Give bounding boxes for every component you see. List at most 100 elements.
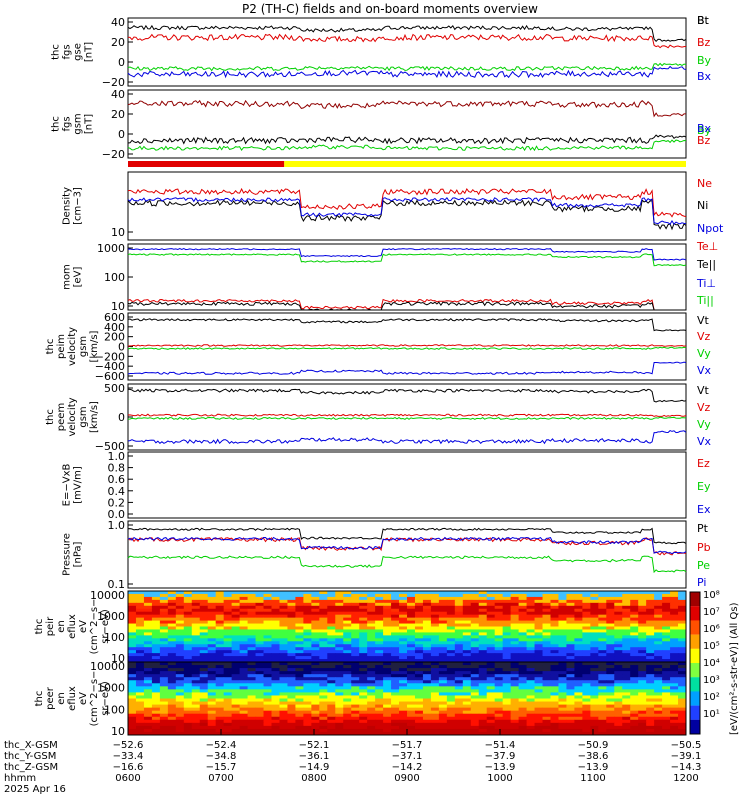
heat-cell	[446, 605, 456, 610]
heat-cell	[630, 632, 639, 636]
heat-cell	[407, 635, 416, 639]
heat-cell	[590, 593, 599, 598]
heat-cell	[526, 620, 536, 625]
heat-cell	[502, 635, 512, 639]
heat-cell	[191, 728, 201, 733]
heat-cell	[351, 683, 360, 687]
heat-cell	[199, 710, 209, 715]
heat-cell	[566, 722, 575, 727]
heat-cell	[614, 674, 623, 678]
heat-cell	[263, 716, 272, 721]
heat-cell	[407, 591, 416, 595]
heat-cell	[566, 596, 575, 601]
heat-cell	[359, 650, 368, 654]
heat-cell	[518, 641, 528, 645]
heat-cell	[598, 731, 607, 736]
heat-cell	[263, 591, 272, 595]
heat-cell	[327, 653, 336, 657]
heat-cell	[438, 626, 448, 630]
heat-cell	[159, 668, 169, 672]
heat-cell	[606, 731, 615, 736]
heat-cell	[351, 680, 360, 684]
heat-cell	[622, 602, 631, 607]
heat-cell	[534, 602, 544, 607]
heat-cell	[143, 617, 153, 622]
heat-cell	[510, 605, 520, 610]
heat-cell	[486, 701, 496, 706]
heat-cell	[662, 602, 671, 607]
heat-cell	[327, 647, 336, 651]
heat-cell	[351, 641, 360, 645]
heat-cell	[566, 680, 575, 684]
heat-cell	[327, 638, 336, 642]
heat-cell	[662, 716, 671, 721]
heat-cell	[175, 611, 185, 616]
heat-cell	[646, 680, 655, 684]
heat-cell	[438, 692, 448, 696]
heat-cell	[167, 710, 177, 715]
heat-cell	[470, 647, 480, 651]
heat-cell	[239, 722, 249, 727]
heat-cell	[343, 641, 352, 645]
heat-cell	[239, 647, 249, 651]
heat-cell	[542, 713, 551, 718]
heat-cell	[279, 680, 288, 684]
heat-cell	[558, 638, 567, 642]
heat-cell	[239, 698, 249, 703]
heat-cell	[383, 731, 392, 736]
heat-cell	[598, 680, 607, 684]
heat-cell	[446, 653, 456, 657]
heat-cell	[590, 695, 599, 699]
heat-cell	[207, 611, 217, 616]
legend-Vx: Vx	[697, 435, 712, 448]
heat-cell	[630, 710, 639, 715]
status-bar-red	[128, 161, 285, 167]
heat-cell	[494, 692, 504, 696]
heat-cell	[518, 662, 528, 666]
heat-cell	[271, 707, 280, 712]
heat-cell	[518, 593, 528, 598]
heat-cell	[414, 635, 424, 639]
heat-cell	[662, 686, 671, 690]
heat-cell	[215, 692, 225, 696]
heat-cell	[367, 677, 376, 681]
heat-cell	[327, 719, 336, 724]
heat-cell	[143, 620, 153, 625]
heat-cell	[454, 686, 464, 690]
heat-cell	[287, 632, 296, 636]
heat-cell	[654, 716, 663, 721]
heat-cell	[287, 707, 296, 712]
heat-cell	[191, 698, 201, 703]
heat-cell	[367, 611, 376, 616]
heat-cell	[422, 704, 432, 709]
heat-cell	[199, 644, 209, 648]
heat-cell	[263, 608, 272, 613]
heat-cell	[630, 671, 639, 675]
heat-cell	[518, 668, 528, 672]
heat-cell	[239, 668, 249, 672]
heat-cell	[462, 626, 472, 630]
heat-cell	[255, 662, 265, 666]
heat-cell	[295, 656, 304, 660]
heat-cell	[654, 608, 663, 613]
heat-cell	[414, 620, 424, 625]
heat-cell	[183, 629, 193, 633]
heat-cell	[207, 647, 217, 651]
heat-cell	[678, 680, 687, 684]
heat-cell	[590, 671, 599, 675]
heat-cell	[654, 680, 663, 684]
heat-cell	[614, 596, 623, 601]
heat-cell	[518, 704, 528, 709]
heat-cell	[263, 662, 272, 666]
colorbar-segment	[690, 648, 700, 664]
heat-cell	[319, 677, 328, 681]
panel-ylabel: Pressure[nPa]	[62, 533, 84, 576]
heat-cell	[598, 632, 607, 636]
heat-cell	[470, 677, 480, 681]
heat-cell	[638, 638, 647, 642]
heat-cell	[207, 680, 217, 684]
heat-cell	[287, 674, 296, 678]
heat-cell	[399, 656, 408, 660]
heat-cell	[143, 659, 153, 663]
heat-cell	[311, 692, 320, 696]
